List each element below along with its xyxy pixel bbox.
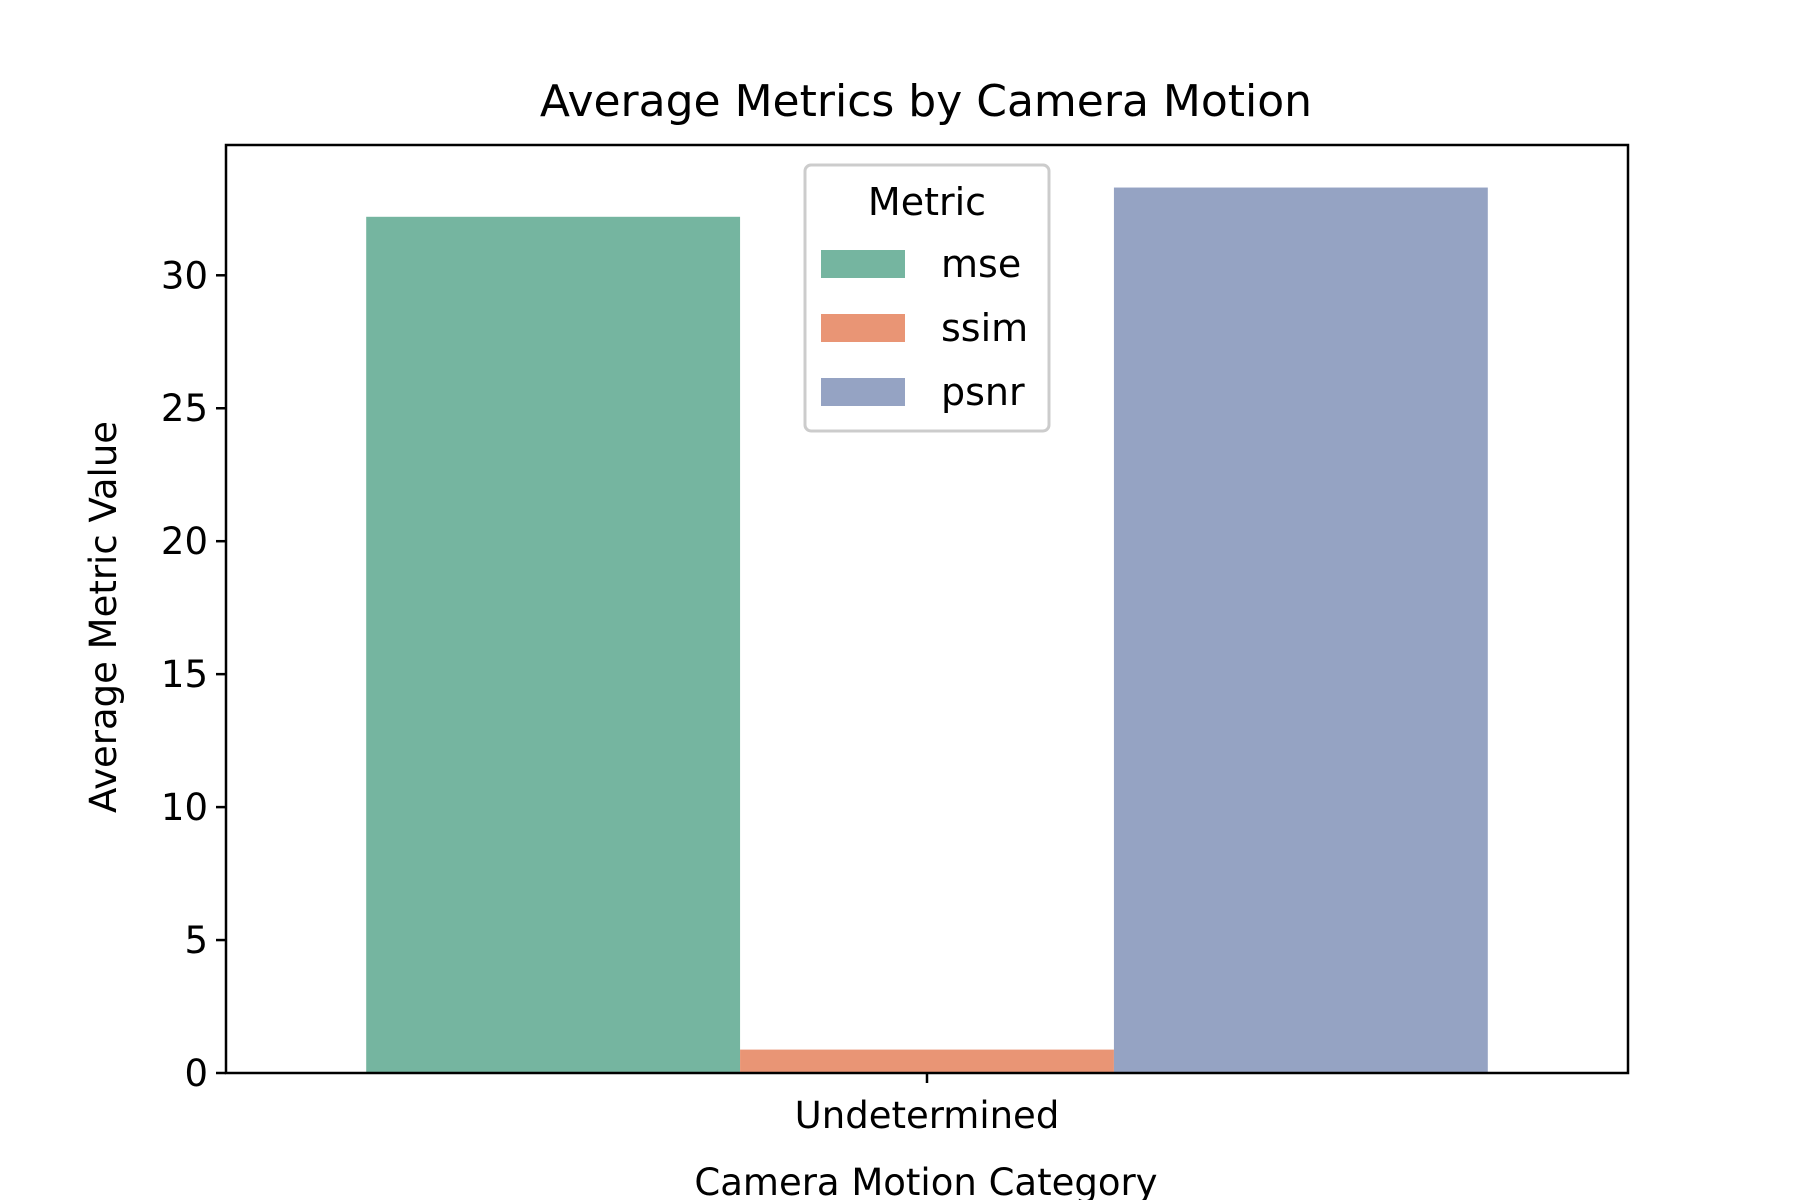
x-axis-label: Camera Motion Category: [694, 1161, 1157, 1200]
legend-label-psnr: psnr: [941, 370, 1025, 414]
bar-ssim: [740, 1049, 1114, 1073]
legend-swatch-ssim: [821, 314, 905, 342]
y-tick-label: 10: [161, 786, 208, 829]
legend: Metric mse ssim psnr: [803, 163, 1051, 433]
y-axis-ticks: 0 5 10 15 20 25 30: [161, 254, 226, 1095]
x-axis-ticks: Undetermined: [795, 1073, 1060, 1137]
y-tick-label: 5: [184, 919, 208, 962]
y-tick-label: 15: [161, 653, 208, 696]
legend-swatch-psnr: [821, 378, 905, 406]
legend-label-mse: mse: [941, 242, 1021, 286]
legend-items: mse ssim psnr: [821, 242, 1028, 414]
chart-title: Average Metrics by Camera Motion: [540, 76, 1312, 127]
y-tick-label: 20: [161, 520, 208, 563]
y-tick-label: 0: [184, 1052, 208, 1095]
legend-label-ssim: ssim: [941, 306, 1028, 350]
plot-area-frame: [224, 143, 1630, 1075]
x-tick-label: Undetermined: [795, 1094, 1060, 1137]
bar-mse: [366, 216, 741, 1073]
legend-swatch-mse: [821, 250, 905, 278]
legend-title: Metric: [868, 180, 986, 224]
y-tick-label: 25: [161, 387, 208, 430]
legend-box: [803, 163, 1051, 433]
y-axis-label: Average Metric Value: [82, 421, 125, 813]
bars-group: [366, 187, 1488, 1073]
bar-psnr: [1113, 187, 1488, 1073]
y-tick-label: 30: [161, 254, 208, 297]
